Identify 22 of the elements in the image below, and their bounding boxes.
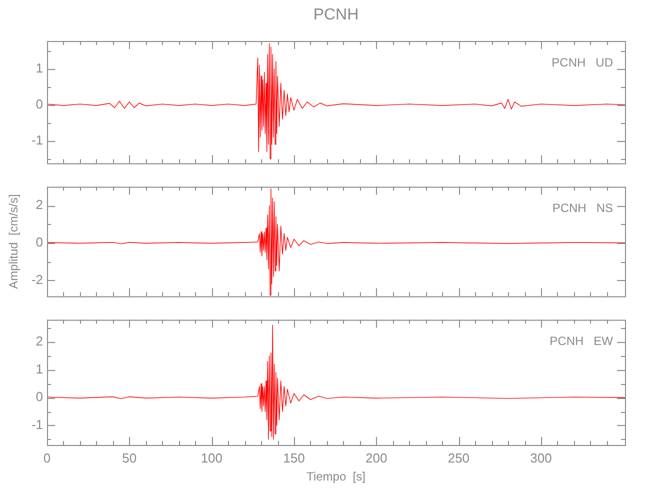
annotation: PCNH NS — [552, 201, 613, 216]
y-axis-title: Amplitud [cm/s/s] — [6, 194, 20, 289]
annotation: PCNH UD — [552, 55, 614, 70]
x-axis-title: Tiempo [s] — [306, 469, 366, 484]
x-tick-label: 200 — [365, 450, 388, 466]
x-tick-label: 150 — [283, 450, 305, 466]
y-tick-label: 2 — [36, 333, 43, 348]
x-tick-label: 100 — [200, 450, 223, 466]
chart-title: PCNH — [313, 6, 359, 24]
y-tick-label: 0 — [36, 389, 43, 404]
y-tick-label: 2 — [36, 197, 43, 212]
y-tick-label: 1 — [36, 361, 43, 376]
y-tick-label: -1 — [31, 132, 43, 148]
y-tick-label: -2 — [31, 272, 43, 287]
y-tick-label: 1 — [36, 60, 43, 76]
y-tick-label: 0 — [36, 96, 43, 112]
annotation: PCNH EW — [550, 334, 614, 348]
x-tick-label: 50 — [122, 450, 137, 466]
y-tick-label: -1 — [31, 417, 43, 432]
y-tick-label: 0 — [36, 234, 43, 250]
x-tick-label: 250 — [448, 450, 470, 466]
x-tick-label: 300 — [530, 450, 552, 466]
